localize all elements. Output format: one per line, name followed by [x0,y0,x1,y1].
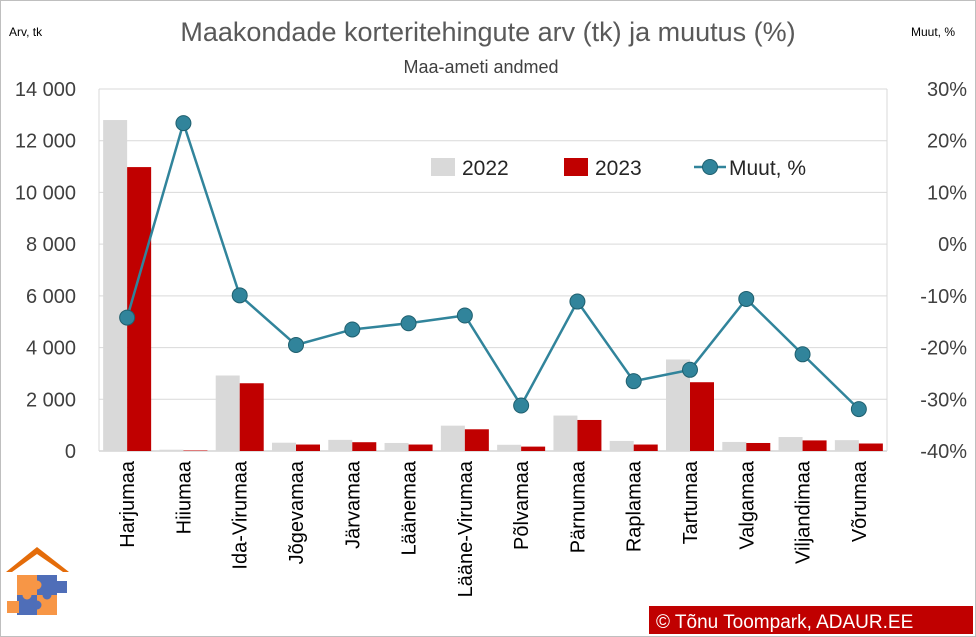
left-axis-label: Arv, tk [9,25,43,39]
bar-2022-Harjumaa [103,120,128,452]
bar-2022-Raplamaa [609,440,634,451]
credit-text: © Tõnu Toompark, ADAUR.EE [656,612,913,633]
bar-2023-Järvamaa [352,442,377,451]
change-point-Tartumaa [682,361,698,378]
change-point-Järvamaa [344,321,361,338]
left-tick-label: 14 000 [15,79,76,101]
legend-marker [702,159,718,175]
legend-label-2023: 2023 [595,157,642,180]
right-tick-label: 20% [927,131,967,153]
bar-2023-Ida-Virumaa [239,383,264,451]
right-tick-label: 10% [927,182,967,204]
bar-2022-Järvamaa [328,439,353,451]
legend: 2022 2023 Muut, % [431,157,806,180]
left-tick-label: 8 000 [26,234,76,256]
bar-2023-Jõgevamaa [296,444,320,451]
change-point-Hiiumaa [175,115,192,132]
category-label: Harjumaa [117,460,139,548]
bar-2022-Valgamaa [722,441,747,451]
right-axis-label: Muut, % [911,25,955,39]
category-label: Valgamaa [736,460,758,549]
right-tick-label: 30% [927,79,967,101]
category-label: Põlvamaa [511,460,533,550]
change-point-Viljandimaa [794,346,811,363]
category-label: Järvamaa [342,460,364,549]
right-tick-label: -20% [920,338,967,360]
left-tick-label: 6 000 [26,286,76,308]
left-tick-label: 4 000 [26,338,76,360]
bar-2022-Pärnumaa [553,415,578,451]
bar-2023-Tartumaa [690,382,714,451]
change-line-path [125,118,860,411]
bars [103,120,883,452]
change-point-Raplamaa [625,373,642,390]
bar-2022-Jõgevamaa [272,442,296,451]
bar-2023-Valgamaa [746,442,771,451]
category-label: Pärnumaa [567,460,589,553]
bar-2023-Raplamaa [633,444,658,451]
change-point-Lääne-Virumaa [456,307,473,324]
bar-2022-Võrumaa [834,440,859,451]
legend-label-change: Muut, % [729,157,806,180]
bar-2022-Lääne-Virumaa [440,425,465,451]
right-tick-label: -10% [920,286,967,308]
right-tick-label: 0% [938,234,967,256]
bar-2022-Viljandimaa [778,437,803,451]
bar-2023-Viljandimaa [802,440,827,451]
change-point-Valgamaa [738,290,755,307]
bar-2023-Pärnumaa [577,419,602,451]
legend-label-2022: 2022 [462,157,509,180]
category-label: Viljandimaa [793,460,815,564]
puzzle-house-logo [6,547,69,615]
category-label: Jõgevamaa [286,460,308,564]
right-tick-label: -40% [920,441,967,463]
bar-2023-Harjumaa [127,167,152,452]
bar-2023-Läänemaa [408,444,433,451]
change-point-Jõgevamaa [288,336,304,353]
category-label: Raplamaa [624,460,646,552]
left-tick-label: 10 000 [15,182,76,204]
change-point-Pärnumaa [569,293,586,310]
change-point-Põlvamaa [513,397,530,414]
left-tick-label: 2 000 [26,389,76,411]
bar-2023-Hiiumaa [183,450,208,451]
category-labels: Harjumaa Hiiumaa Ida-Virumaa Jõgevamaa Järva… [117,460,871,597]
change-point-Harjumaa [119,309,136,326]
category-label: Ida-Virumaa [230,460,252,569]
bar-2022-Hiiumaa [159,449,184,451]
left-tick-label: 12 000 [15,131,76,153]
category-label: Lääne-Virumaa [455,460,477,597]
tick-labels: 0 2 000 4 000 6 000 8 000 10 000 12 000 14 000 -… [15,79,967,463]
category-label: Võrumaa [849,460,871,542]
change-point-Läänemaa [400,315,417,332]
change-point-Võrumaa [850,401,867,418]
bar-2022-Ida-Virumaa [215,375,240,451]
bar-2023-Põlvamaa [521,446,546,451]
chart-title: Maakondade korteritehingute arv (tk) ja … [180,17,795,47]
credit-box [649,606,973,634]
left-tick-label: 0 [65,441,76,463]
category-label: Tartumaa [680,460,702,544]
legend-swatch-2023 [564,158,588,176]
change-line [119,115,867,418]
bar-2022-Põlvamaa [497,444,522,451]
bar-2022-Läänemaa [384,442,409,451]
category-label: Hiiumaa [173,460,195,534]
bar-2023-Võrumaa [858,443,883,451]
category-label: Läänemaa [399,460,421,555]
right-tick-label: -30% [920,389,967,411]
chart-subtitle: Maa-ameti andmed [403,57,558,77]
change-point-Ida-Virumaa [231,287,248,304]
bar-2023-Lääne-Virumaa [464,429,489,451]
legend-swatch-2022 [431,158,455,176]
